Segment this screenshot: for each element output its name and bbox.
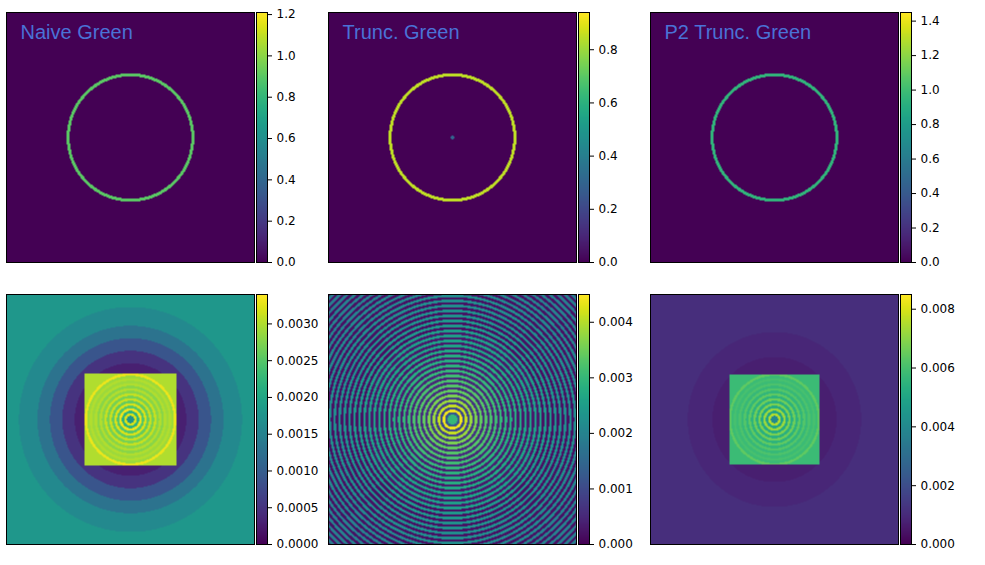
svg-text:1.2: 1.2 <box>921 48 940 62</box>
svg-text:0.0020: 0.0020 <box>277 390 319 404</box>
svg-text:1.0: 1.0 <box>921 83 940 97</box>
svg-text:0.0: 0.0 <box>921 255 940 269</box>
svg-text:0.0025: 0.0025 <box>277 354 319 368</box>
svg-text:P2 Trunc. Green: P2 Trunc. Green <box>665 21 812 43</box>
svg-text:0.6: 0.6 <box>921 152 940 166</box>
svg-text:0.0: 0.0 <box>277 255 296 269</box>
svg-text:0.6: 0.6 <box>277 131 296 145</box>
svg-text:0.0015: 0.0015 <box>277 427 319 441</box>
svg-text:Trunc. Green: Trunc. Green <box>343 21 460 43</box>
svg-text:1.2: 1.2 <box>277 7 296 21</box>
svg-text:0.0000: 0.0000 <box>277 537 319 551</box>
svg-text:0.0: 0.0 <box>599 255 618 269</box>
svg-text:0.4: 0.4 <box>921 186 940 200</box>
svg-text:0.0030: 0.0030 <box>277 317 319 331</box>
svg-text:0.000: 0.000 <box>599 537 633 551</box>
svg-text:0.0005: 0.0005 <box>277 501 319 515</box>
svg-text:0.008: 0.008 <box>921 302 955 316</box>
svg-text:0.2: 0.2 <box>277 214 296 228</box>
svg-text:0.4: 0.4 <box>277 173 296 187</box>
svg-text:0.004: 0.004 <box>599 315 633 329</box>
svg-text:0.000: 0.000 <box>921 537 955 551</box>
svg-text:0.4: 0.4 <box>599 149 618 163</box>
svg-text:0.002: 0.002 <box>921 479 955 493</box>
svg-text:1.4: 1.4 <box>921 14 940 28</box>
svg-text:0.003: 0.003 <box>599 371 633 385</box>
svg-text:0.8: 0.8 <box>277 90 296 104</box>
svg-text:0.2: 0.2 <box>921 221 940 235</box>
svg-text:1.0: 1.0 <box>277 49 296 63</box>
svg-text:0.8: 0.8 <box>921 117 940 131</box>
svg-text:Naive Green: Naive Green <box>21 21 133 43</box>
svg-text:0.8: 0.8 <box>599 43 618 57</box>
svg-text:0.004: 0.004 <box>921 420 955 434</box>
svg-text:0.2: 0.2 <box>599 202 618 216</box>
svg-text:0.006: 0.006 <box>921 361 955 375</box>
svg-text:0.0010: 0.0010 <box>277 464 319 478</box>
svg-text:0.002: 0.002 <box>599 426 633 440</box>
svg-text:0.001: 0.001 <box>599 482 633 496</box>
svg-text:0.6: 0.6 <box>599 96 618 110</box>
